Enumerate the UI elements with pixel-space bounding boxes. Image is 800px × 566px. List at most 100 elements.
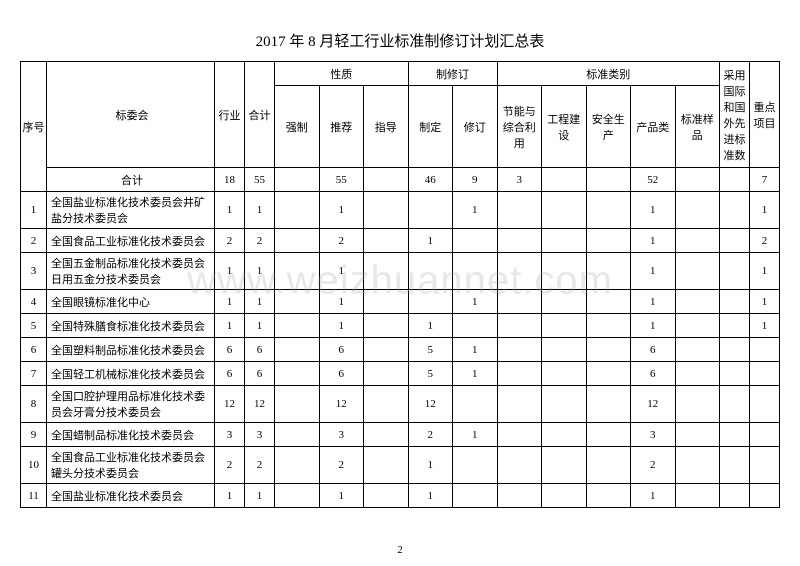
cell-industry: 6 [215, 338, 245, 362]
cell-energy [497, 484, 542, 508]
header-nature: 性质 [275, 62, 409, 86]
cell-product: 1 [631, 229, 676, 253]
cell-energy [497, 290, 542, 314]
cell-engineering [542, 447, 587, 484]
cell-adopt [720, 386, 750, 423]
table-row: 8全国口腔护理用品标准化技术委员会牙膏分技术委员会1212121212 [21, 386, 780, 423]
cell-recommend: 2 [319, 229, 364, 253]
header-category: 标准类别 [497, 62, 720, 86]
cell-seq: 2 [21, 229, 47, 253]
cell-seq: 11 [21, 484, 47, 508]
header-sample: 标准样品 [675, 86, 720, 168]
cell-sample [675, 192, 720, 229]
cell-mandatory [275, 192, 320, 229]
header-engineering: 工程建设 [542, 86, 587, 168]
cell-make: 5 [408, 338, 453, 362]
cell-seq: 1 [21, 192, 47, 229]
cell-product: 3 [631, 423, 676, 447]
cell-industry: 1 [215, 192, 245, 229]
cell-name: 全国盐业标准化技术委员会 [47, 484, 215, 508]
cell-industry: 1 [215, 484, 245, 508]
cell-mandatory [275, 362, 320, 386]
cell-industry: 12 [215, 386, 245, 423]
cell-guide [364, 386, 409, 423]
cell-rev: 1 [453, 290, 498, 314]
cell-make: 5 [408, 362, 453, 386]
cell-industry: 2 [215, 447, 245, 484]
header-guide: 指导 [364, 86, 409, 168]
cell-key [750, 423, 780, 447]
totals-key: 7 [750, 168, 780, 192]
cell-adopt [720, 253, 750, 290]
header-recommend: 推荐 [319, 86, 364, 168]
totals-total: 55 [245, 168, 275, 192]
header-rev: 修订 [453, 86, 498, 168]
cell-engineering [542, 192, 587, 229]
cell-engineering [542, 290, 587, 314]
cell-energy [497, 338, 542, 362]
cell-guide [364, 314, 409, 338]
cell-guide [364, 192, 409, 229]
cell-industry: 1 [215, 290, 245, 314]
cell-sample [675, 338, 720, 362]
cell-engineering [542, 253, 587, 290]
cell-recommend: 1 [319, 290, 364, 314]
cell-mandatory [275, 484, 320, 508]
cell-safety [586, 386, 631, 423]
cell-safety [586, 484, 631, 508]
header-energy: 节能与综合利用 [497, 86, 542, 168]
cell-product: 1 [631, 192, 676, 229]
cell-recommend: 1 [319, 484, 364, 508]
table-row: 3全国五金制品标准化技术委员会日用五金分技术委员会11111 [21, 253, 780, 290]
totals-make: 46 [408, 168, 453, 192]
cell-seq: 10 [21, 447, 47, 484]
totals-sample [675, 168, 720, 192]
cell-engineering [542, 386, 587, 423]
cell-safety [586, 447, 631, 484]
cell-adopt [720, 229, 750, 253]
cell-energy [497, 386, 542, 423]
table-row: 6全国塑料制品标准化技术委员会666516 [21, 338, 780, 362]
header-revise: 制修订 [408, 62, 497, 86]
cell-adopt [720, 192, 750, 229]
cell-total: 1 [245, 253, 275, 290]
totals-mandatory [275, 168, 320, 192]
table-row: 2全国食品工业标准化技术委员会222112 [21, 229, 780, 253]
cell-name: 全国塑料制品标准化技术委员会 [47, 338, 215, 362]
cell-mandatory [275, 290, 320, 314]
cell-energy [497, 362, 542, 386]
cell-rev [453, 229, 498, 253]
cell-rev [453, 253, 498, 290]
cell-recommend: 6 [319, 338, 364, 362]
cell-rev [453, 484, 498, 508]
cell-industry: 1 [215, 314, 245, 338]
cell-safety [586, 314, 631, 338]
cell-adopt [720, 447, 750, 484]
page-title: 2017 年 8 月轻工行业标准制修订计划汇总表 [20, 30, 780, 51]
cell-total: 1 [245, 484, 275, 508]
cell-sample [675, 362, 720, 386]
cell-safety [586, 362, 631, 386]
cell-recommend: 1 [319, 253, 364, 290]
header-key: 重点项目 [750, 62, 780, 168]
cell-recommend: 1 [319, 192, 364, 229]
cell-product: 1 [631, 484, 676, 508]
totals-row: 合计 18 55 55 46 9 3 52 7 [21, 168, 780, 192]
cell-industry: 2 [215, 229, 245, 253]
cell-key: 1 [750, 290, 780, 314]
cell-sample [675, 447, 720, 484]
cell-make [408, 253, 453, 290]
cell-energy [497, 314, 542, 338]
cell-name: 全国五金制品标准化技术委员会日用五金分技术委员会 [47, 253, 215, 290]
cell-total: 6 [245, 362, 275, 386]
cell-rev: 1 [453, 362, 498, 386]
cell-total: 6 [245, 338, 275, 362]
cell-engineering [542, 362, 587, 386]
cell-key: 1 [750, 314, 780, 338]
cell-mandatory [275, 314, 320, 338]
cell-mandatory [275, 338, 320, 362]
summary-table: 序号 标委会 行业 合计 性质 制修订 标准类别 采用国际和国外先进标准数 重点… [20, 61, 780, 508]
cell-key [750, 447, 780, 484]
cell-product: 1 [631, 290, 676, 314]
cell-rev [453, 386, 498, 423]
